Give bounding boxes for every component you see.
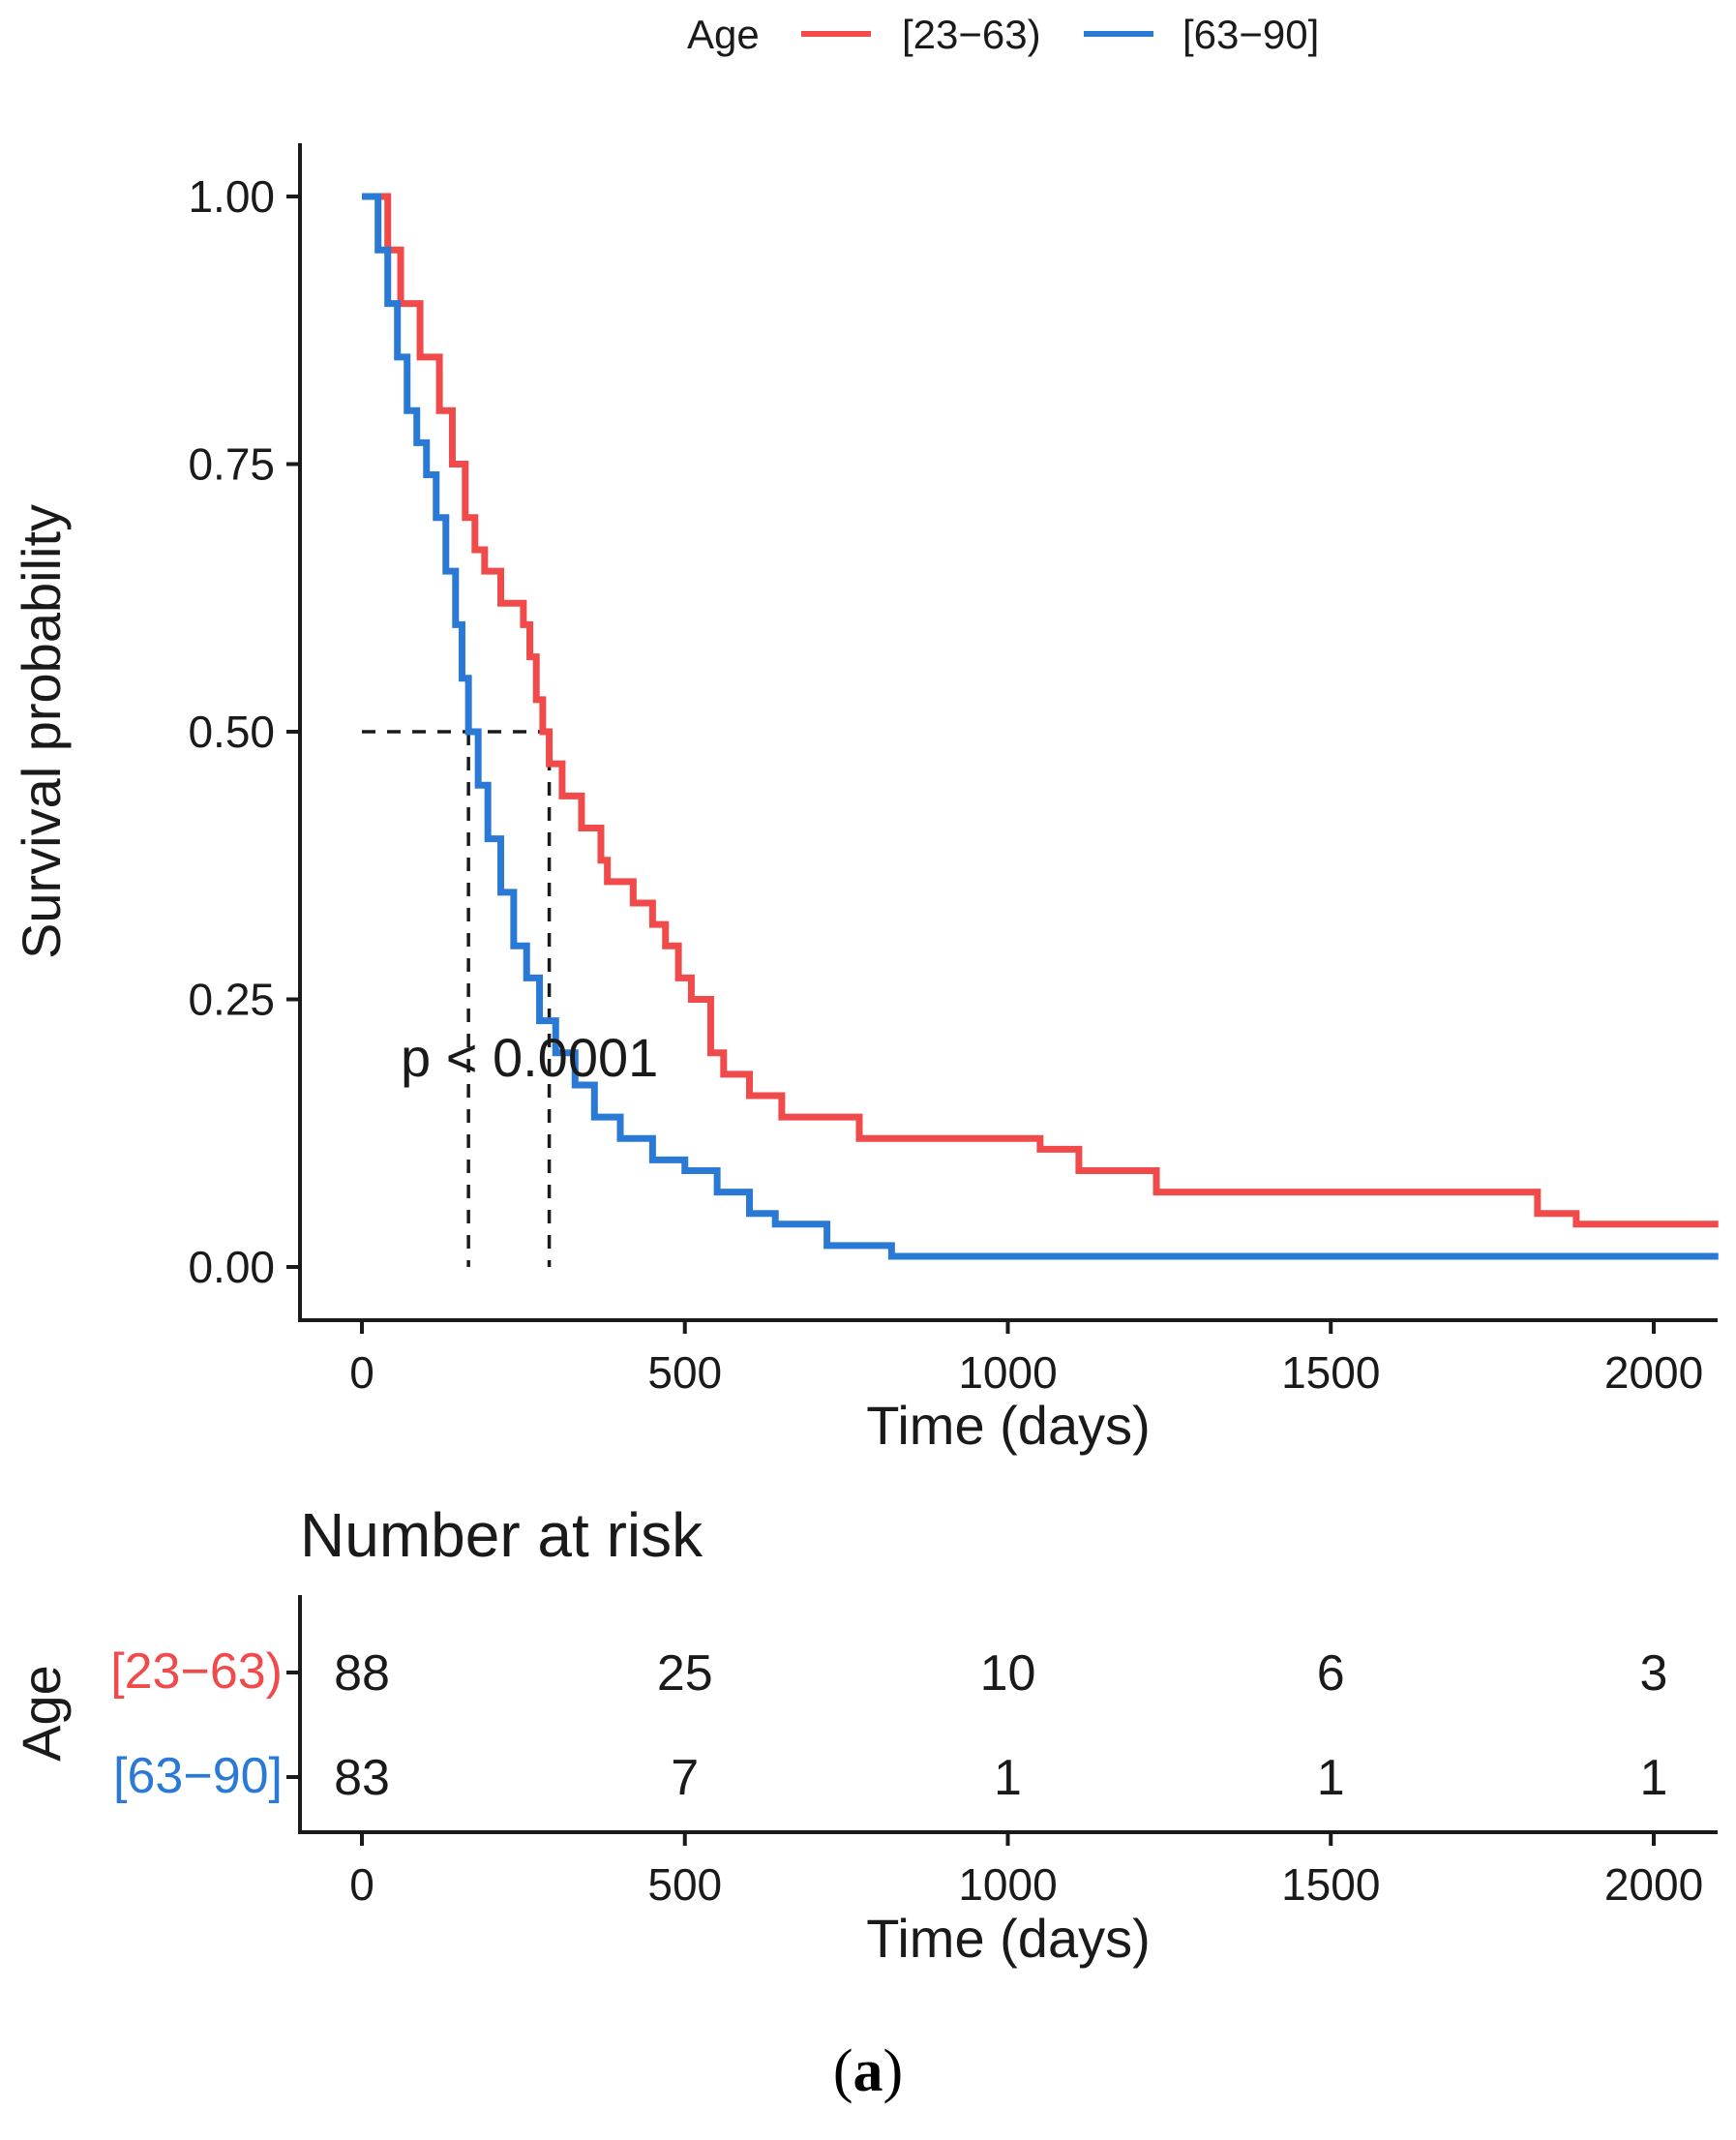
risk-cell: 88 xyxy=(334,1645,390,1702)
x-tick-label: 2000 xyxy=(1604,1859,1703,1910)
x-tick-label: 500 xyxy=(647,1347,722,1398)
risk-row-axis-label: Age xyxy=(11,1665,72,1762)
legend-entry-series-1: [23−63) xyxy=(902,12,1041,57)
survival-curve-series-2 xyxy=(362,193,1719,1260)
caption-letter: a xyxy=(853,2038,883,2104)
y-tick-label: 0.00 xyxy=(188,1242,275,1292)
risk-cell: 83 xyxy=(334,1750,390,1806)
risk-cell: 6 xyxy=(1317,1645,1345,1702)
x-tick-label: 1500 xyxy=(1281,1347,1380,1398)
risk-cell: 1 xyxy=(994,1750,1022,1806)
risk-cell: 1 xyxy=(1640,1750,1668,1806)
risk-cell: 3 xyxy=(1640,1645,1668,1702)
x-tick-label: 0 xyxy=(349,1347,374,1398)
caption-close-paren: ) xyxy=(883,2038,904,2104)
survival-plot: 0.00 0.25 0.50 0.75 1.00 0 500 1000 1500 2000 p … xyxy=(11,143,1719,1456)
risk-table-title: Number at risk xyxy=(300,1500,703,1570)
risk-cell: 10 xyxy=(980,1645,1036,1702)
risk-x-axis-title: Time (days) xyxy=(866,1908,1151,1969)
p-value-annotation: p < 0.0001 xyxy=(401,1027,658,1088)
y-axis-title: Survival probability xyxy=(11,504,72,959)
x-axis-title: Time (days) xyxy=(866,1395,1151,1456)
x-axis-ticks: 0 500 1000 1500 2000 xyxy=(349,1320,1703,1398)
x-tick-label: 1000 xyxy=(958,1859,1057,1910)
legend-title: Age xyxy=(687,12,760,57)
legend: Age [23−63) [63−90] xyxy=(687,12,1319,57)
legend-entry-series-2: [63−90] xyxy=(1182,12,1319,57)
risk-table: Number at risk Age [23−63) 88 25 10 6 3[63−90… xyxy=(11,1500,1718,1969)
risk-row-label: [63−90] xyxy=(113,1748,283,1804)
survival-curves xyxy=(362,193,1719,1260)
risk-rows: [23−63) 88 25 10 6 3 [63−90] 83 7 1 1 1 xyxy=(110,1643,1667,1806)
y-tick-label: 1.00 xyxy=(188,171,275,222)
risk-x-axis-ticks: 0 500 1000 1500 2000 xyxy=(349,1832,1703,1910)
risk-cell: 1 xyxy=(1317,1750,1345,1806)
y-tick-label: 0.25 xyxy=(188,975,275,1025)
x-tick-label: 500 xyxy=(647,1859,722,1910)
survival-curve-series-1 xyxy=(362,193,1719,1228)
x-tick-label: 0 xyxy=(349,1859,374,1910)
caption-open-paren: ( xyxy=(833,2038,853,2104)
figure-caption: (a) xyxy=(833,2038,903,2104)
risk-row-label: [23−63) xyxy=(110,1643,283,1700)
y-tick-label: 0.50 xyxy=(188,707,275,757)
median-lines xyxy=(362,730,552,1267)
x-tick-label: 2000 xyxy=(1604,1347,1703,1398)
y-axis-ticks: 0.00 0.25 0.50 0.75 1.00 xyxy=(188,171,300,1292)
risk-cell: 25 xyxy=(657,1645,713,1702)
x-tick-label: 1000 xyxy=(958,1347,1057,1398)
y-tick-label: 0.75 xyxy=(188,439,275,490)
x-tick-label: 1500 xyxy=(1281,1859,1380,1910)
risk-cell: 7 xyxy=(671,1750,699,1806)
